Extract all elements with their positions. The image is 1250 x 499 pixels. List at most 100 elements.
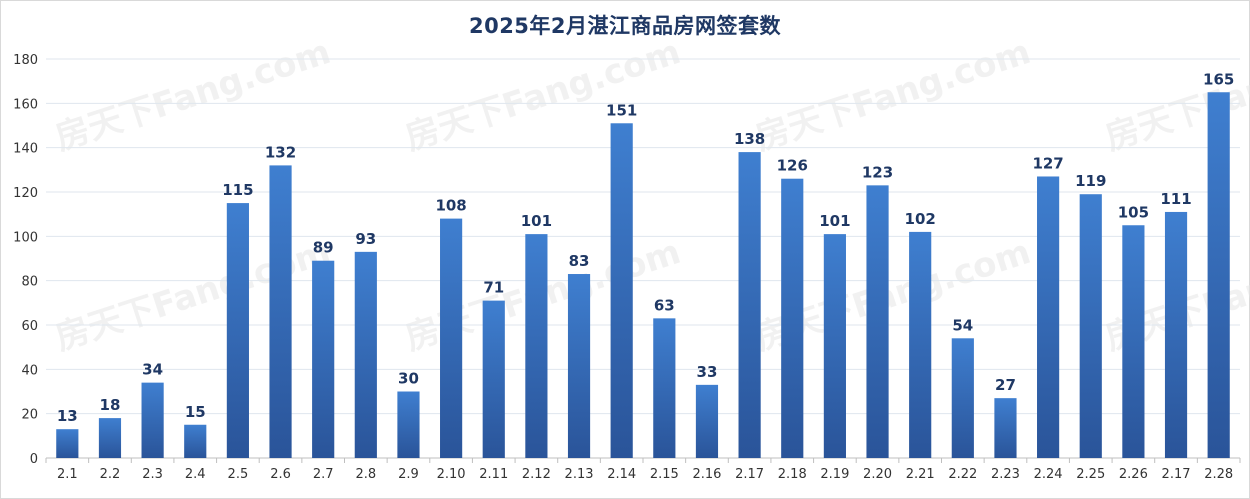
data-label: 54 [952, 316, 973, 334]
bar-2.18 [781, 178, 804, 458]
bar-2.22 [951, 338, 974, 458]
y-tick-label: 160 [13, 97, 38, 112]
bar-2.2 [98, 418, 122, 458]
bar-2.10 [440, 218, 463, 458]
x-tick-label: 2.23 [991, 467, 1020, 482]
data-label: 108 [435, 197, 466, 215]
data-label: 123 [862, 163, 893, 181]
watermark-text: 房天下Fang.com [750, 32, 1035, 159]
watermark-text: 房天下Fang.com [50, 32, 335, 159]
bar-2.12 [525, 234, 548, 458]
x-tick-label: 2.19 [820, 467, 849, 482]
y-tick-label: 0 [30, 452, 38, 467]
x-tick-label: 2.17 [735, 467, 764, 482]
x-tick-label: 2.9 [398, 467, 419, 482]
bar-2.7 [312, 260, 335, 458]
x-tick-label: 2.6 [270, 467, 291, 482]
x-tick-label: 2.28 [1204, 467, 1233, 482]
x-tick-label: 2.14 [607, 467, 636, 482]
x-tick-label: 2.3 [142, 467, 163, 482]
data-label: 93 [355, 230, 376, 248]
bar-2.24 [1037, 176, 1060, 458]
data-label: 132 [265, 143, 296, 161]
bar-2.13 [567, 274, 591, 458]
bar-2.23 [994, 398, 1017, 458]
x-tick-label: 2.12 [522, 467, 551, 482]
y-tick-label: 60 [21, 319, 38, 334]
data-label: 126 [777, 157, 808, 175]
x-tick-label: 2.24 [1034, 467, 1063, 482]
y-tick-label: 120 [13, 186, 38, 201]
y-tick-label: 80 [21, 275, 38, 290]
bar-2.16 [695, 384, 719, 458]
x-tick-label: 2.25 [1076, 467, 1105, 482]
data-label: 30 [398, 370, 419, 388]
x-tick-label: 2.2 [100, 467, 121, 482]
y-axis-ticks: 0 20 40 60 80 100 120 140 160 180 [13, 53, 38, 467]
x-tick-label: 2.1 [57, 467, 78, 482]
y-tick-label: 180 [13, 53, 38, 68]
chart-title: 2025年2月湛江商品房网签套数 [468, 14, 782, 38]
bars [56, 92, 1230, 459]
x-tick-label: 2.16 [692, 467, 721, 482]
bar-2.19 [823, 234, 846, 458]
x-tick-label: 2.8 [355, 467, 376, 482]
bar-2.3 [141, 382, 164, 458]
x-tick-label: 2.13 [565, 467, 594, 482]
y-tick-label: 140 [13, 142, 38, 157]
x-tick-label: 2.5 [228, 467, 249, 482]
bar-2.15 [653, 318, 676, 458]
y-tick-label: 20 [21, 408, 38, 423]
data-label: 151 [606, 101, 637, 119]
bar-2.8 [354, 251, 377, 458]
bar-2.6 [269, 165, 292, 458]
data-label: 18 [100, 396, 121, 414]
data-label: 15 [185, 403, 206, 421]
x-tick-label: 2.15 [650, 467, 679, 482]
x-tick-label: 2.4 [185, 467, 206, 482]
data-label: 33 [697, 363, 718, 381]
bar-2.14 [610, 123, 633, 459]
bar-2.5 [226, 203, 249, 458]
bar-2.17 [1164, 211, 1188, 458]
bar-2.28 [1207, 92, 1230, 458]
bar-2.4 [184, 424, 207, 458]
x-tick-label: 2.22 [948, 467, 977, 482]
data-label: 127 [1032, 154, 1063, 172]
bar-2.26 [1122, 225, 1145, 458]
watermark-text: 房天下Fang.com [50, 232, 335, 359]
x-tick-label: 2.18 [778, 467, 807, 482]
data-label: 138 [734, 130, 765, 148]
x-tick-label: 2.20 [863, 467, 892, 482]
data-label: 119 [1075, 172, 1106, 190]
bar-2.21 [909, 231, 932, 458]
data-label: 13 [57, 407, 78, 425]
data-label: 111 [1160, 190, 1191, 208]
bar-2.11 [482, 300, 505, 458]
x-tick-label: 2.26 [1119, 467, 1148, 482]
watermark-text: 房天下Fang.com [400, 32, 685, 159]
y-tick-label: 40 [21, 363, 38, 378]
x-tick-label: 2.7 [313, 467, 334, 482]
data-label: 27 [995, 376, 1016, 394]
data-label: 115 [222, 181, 253, 199]
bar-2.25 [1079, 194, 1102, 458]
bar-2.1 [56, 429, 79, 458]
bar-2.17 [738, 152, 761, 458]
data-label: 102 [905, 210, 936, 228]
data-label: 165 [1203, 70, 1234, 88]
y-tick-label: 100 [13, 230, 38, 245]
data-label: 71 [483, 279, 504, 297]
data-label: 105 [1118, 203, 1149, 221]
data-label: 34 [142, 361, 163, 379]
data-label: 83 [569, 252, 590, 270]
bar-2.9 [397, 391, 420, 458]
x-axis-ticks: 2.1 2.2 2.3 2.4 2.5 2.6 2.7 2.8 2.9 2.10 2.11 2.12 2… [57, 467, 1233, 482]
x-tick-label: 2.11 [479, 467, 508, 482]
data-label: 89 [313, 239, 334, 257]
x-tick-label: 2.21 [906, 467, 935, 482]
x-tick-label: 2.17 [1162, 467, 1191, 482]
data-labels: 13 18 34 15 115 132 89 93 30 108 71 101 83 151 63 33 138… [57, 70, 1234, 425]
x-tick-label: 2.10 [437, 467, 466, 482]
data-label: 63 [654, 296, 675, 314]
